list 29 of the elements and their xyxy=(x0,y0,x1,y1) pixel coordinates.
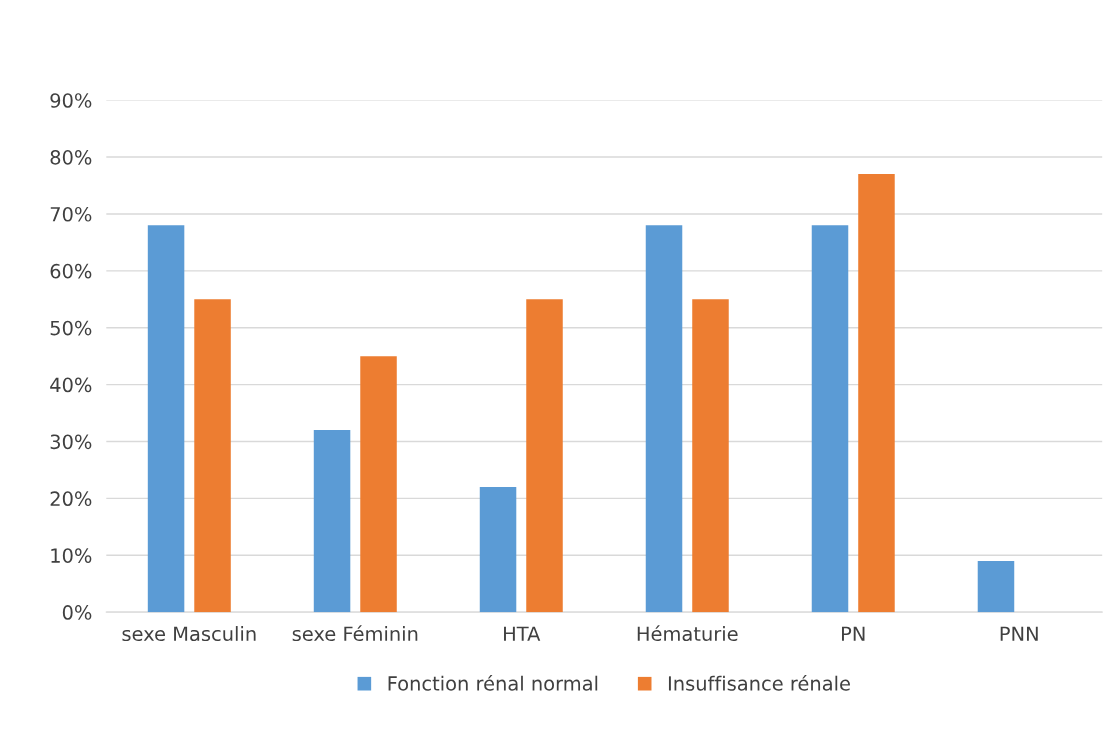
x-tick-label: PNN xyxy=(1000,626,1038,641)
bar xyxy=(692,299,729,613)
bar xyxy=(526,299,563,613)
bar xyxy=(977,560,1015,613)
y-tick-label: 40% xyxy=(50,377,92,393)
x-tick-label: Hématurie xyxy=(637,625,738,642)
bar xyxy=(313,430,351,613)
legend-label: Insuffisance rénale xyxy=(668,674,850,691)
y-tick-label: 50% xyxy=(50,320,92,336)
y-tick-label: 70% xyxy=(50,206,92,222)
y-tick-label: 30% xyxy=(50,434,92,450)
bar xyxy=(194,299,231,613)
x-tick-label: sexe Féminin xyxy=(292,625,418,642)
y-tick-label: 90% xyxy=(50,93,92,108)
y-tick-label: 60% xyxy=(50,263,92,279)
y-tick-label: 0% xyxy=(62,605,92,620)
y-tick-label: 80% xyxy=(50,150,92,165)
bar xyxy=(147,225,185,613)
x-tick-label: PN xyxy=(842,626,865,641)
x-tick-label: sexe Masculin xyxy=(122,626,256,642)
y-tick-label: 10% xyxy=(51,548,92,563)
x-tick-label: HTA xyxy=(504,626,541,641)
y-tick-label: 20% xyxy=(50,491,92,507)
bar xyxy=(811,225,849,613)
bar xyxy=(479,487,517,613)
bar xyxy=(645,225,683,613)
bar xyxy=(858,174,895,613)
bar xyxy=(360,356,397,613)
legend-label: Fonction rénal normal xyxy=(388,674,598,691)
